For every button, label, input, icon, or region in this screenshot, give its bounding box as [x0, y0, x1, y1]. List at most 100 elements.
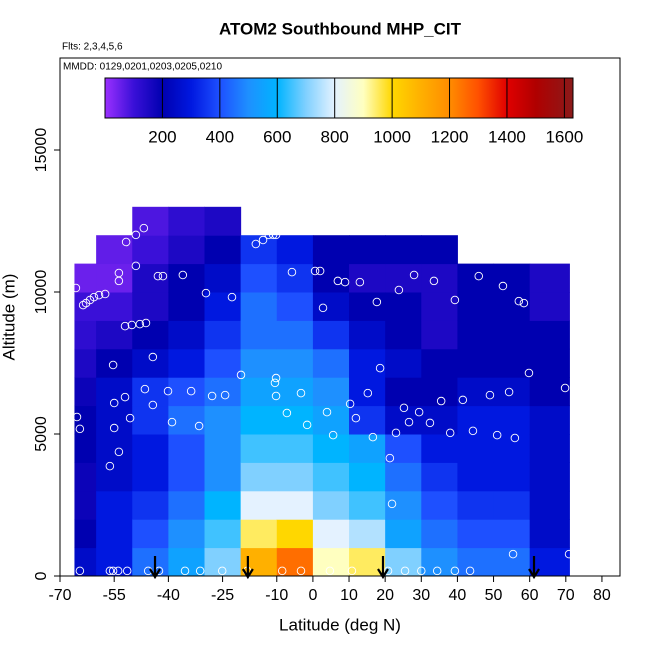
heat-cell	[349, 292, 386, 321]
sample-point	[270, 378, 280, 388]
heat-cell	[529, 547, 570, 577]
heat-cell	[349, 377, 386, 407]
heat-cell	[529, 490, 570, 520]
sample-point	[114, 276, 124, 286]
sample-point	[194, 421, 204, 431]
heat-cell	[312, 405, 350, 435]
heat-cell	[204, 490, 242, 520]
heat-cell	[385, 547, 422, 577]
heat-cell	[276, 405, 314, 435]
sample-point	[553, 251, 563, 261]
heat-cell	[204, 235, 242, 265]
heat-cell	[493, 405, 531, 435]
sample-point	[425, 418, 435, 428]
sample-point	[148, 352, 158, 362]
sample-point	[445, 428, 455, 438]
sample-point	[399, 403, 409, 413]
heat-cell	[74, 434, 97, 463]
sample-point	[510, 433, 520, 443]
sample-point	[195, 566, 205, 576]
heat-cell	[132, 490, 169, 520]
sample-point	[108, 360, 118, 370]
heat-cell	[74, 462, 97, 492]
heat-cell	[240, 434, 278, 463]
arrow	[149, 556, 161, 580]
heat-cell	[168, 377, 206, 407]
heat-cell	[457, 490, 495, 520]
sample-point	[560, 383, 570, 393]
heat-cell	[240, 519, 278, 549]
heat-cell	[349, 519, 386, 549]
heat-cell	[240, 320, 278, 350]
sample-point	[325, 566, 335, 576]
heat-cell	[312, 490, 350, 520]
heat-cell	[204, 292, 242, 321]
sample-point	[167, 417, 177, 427]
heat-cell	[529, 434, 570, 463]
heat-cell	[240, 547, 278, 577]
heat-cell	[421, 320, 458, 350]
heat-cell	[168, 490, 206, 520]
heat-cell	[457, 348, 495, 378]
sample-point	[351, 413, 361, 423]
heat-cell	[385, 320, 422, 350]
x-tick-label: -40	[157, 587, 180, 604]
sample-point	[163, 386, 173, 396]
colorbar	[104, 77, 574, 119]
heat-cell	[276, 434, 314, 463]
arrow	[377, 556, 389, 580]
sample-point	[121, 237, 131, 247]
heat-cell	[204, 320, 242, 350]
heat-cell	[74, 519, 97, 549]
sample-point	[125, 413, 135, 423]
sample-point	[450, 566, 460, 576]
colorbar-tick-label: 1000	[373, 127, 411, 146]
heat-cell	[385, 292, 422, 321]
heat-cell	[385, 235, 422, 265]
sample-point	[122, 566, 132, 576]
heat-cell	[385, 462, 422, 492]
heat-cell	[493, 434, 531, 463]
sample-point	[277, 566, 287, 576]
sample-point	[328, 430, 338, 440]
y-tick-label: 0	[33, 571, 50, 580]
heat-cell	[132, 206, 169, 236]
heat-cell	[204, 263, 242, 293]
sample-point	[258, 235, 268, 245]
sample-point	[387, 499, 397, 509]
sample-point	[75, 566, 85, 576]
heat-cell	[276, 377, 314, 407]
sample-point	[131, 230, 141, 240]
x-tick-label: -10	[265, 587, 288, 604]
heat-cell	[493, 547, 531, 577]
sample-point	[113, 566, 123, 576]
sample-point	[94, 290, 104, 300]
sample-point	[296, 388, 306, 398]
heat-cell	[349, 320, 386, 350]
heat-cell	[204, 434, 242, 463]
sample-point	[139, 223, 149, 233]
x-tick-label: 60	[521, 587, 539, 604]
heat-cell	[421, 377, 458, 407]
y-tick-label: 5000	[33, 416, 50, 452]
heat-cell	[132, 462, 169, 492]
heat-cell	[168, 462, 206, 492]
heat-cell	[529, 292, 570, 321]
colorbar-tick-label: 800	[321, 127, 349, 146]
sample-point	[236, 370, 246, 380]
heat-cell	[96, 320, 133, 350]
sample-point	[271, 373, 281, 383]
sample-point	[492, 430, 502, 440]
sample-point	[217, 566, 227, 576]
sample-point	[114, 447, 124, 457]
sample-point	[271, 230, 281, 240]
sample-point	[409, 270, 419, 280]
overlay	[71, 223, 574, 580]
sample-point	[251, 239, 261, 249]
colorbar-tick-label: 400	[206, 127, 234, 146]
sample-point	[135, 319, 145, 329]
heat-cell	[96, 462, 133, 492]
arrow	[528, 556, 540, 580]
heat-cell	[349, 263, 386, 293]
